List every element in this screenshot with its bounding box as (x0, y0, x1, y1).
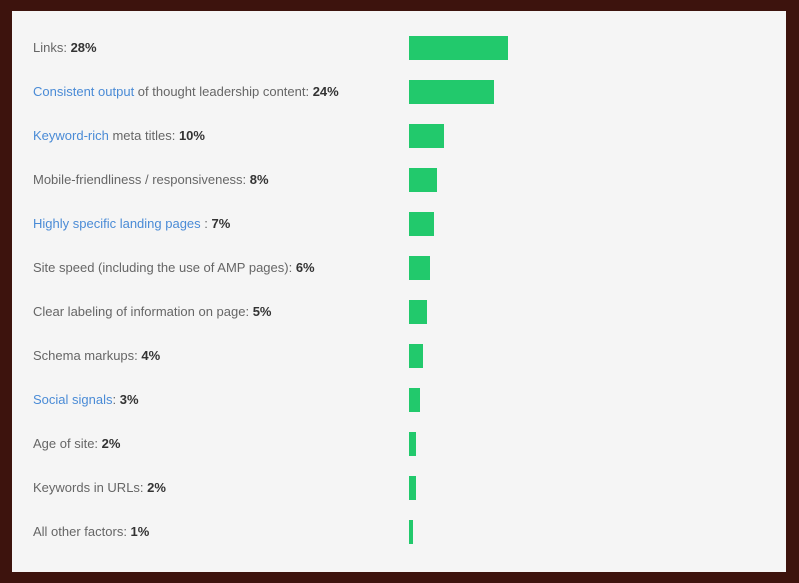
chart-row: Site speed (including the use of AMP pag… (12, 246, 786, 290)
category-label: Age of site: 2% (33, 422, 120, 466)
bar (409, 168, 437, 192)
category-label: Consistent output of thought leadership … (33, 70, 339, 114)
chart-row: Highly specific landing pages : 7% (12, 202, 786, 246)
category-label: Social signals: 3% (33, 378, 139, 422)
category-label: All other factors: 1% (33, 510, 149, 554)
bar (409, 432, 416, 456)
chart-panel: Links: 28% Consistent output of thought l… (12, 11, 786, 572)
category-link[interactable]: Highly specific landing pages (33, 216, 201, 231)
chart-row: Consistent output of thought leadership … (12, 70, 786, 114)
chart-row: Links: 28% (12, 26, 786, 70)
chart-row: Clear labeling of information on page: 5… (12, 290, 786, 334)
category-label: Keyword-rich meta titles: 10% (33, 114, 205, 158)
percent-label: 8% (249, 172, 269, 187)
category-text: Schema markups: (33, 348, 142, 363)
chart-row: Keywords in URLs: 2% (12, 466, 786, 510)
category-label: Schema markups: 4% (33, 334, 160, 378)
percent-label: 28% (70, 40, 97, 55)
category-text: of thought leadership content: (134, 84, 313, 99)
bar (409, 256, 430, 280)
percent-label: 1% (130, 524, 150, 539)
bar (409, 476, 416, 500)
category-link[interactable]: Keyword-rich (33, 128, 109, 143)
bar (409, 344, 423, 368)
percent-label: 10% (178, 128, 205, 143)
bar (409, 124, 444, 148)
chart-row: Mobile-friendliness / responsiveness: 8% (12, 158, 786, 202)
percent-label: 2% (101, 436, 121, 451)
category-label: Clear labeling of information on page: 5… (33, 290, 272, 334)
percent-label: 4% (141, 348, 161, 363)
category-text: meta titles: (108, 128, 179, 143)
chart-row: Schema markups: 4% (12, 334, 786, 378)
bar (409, 388, 420, 412)
category-text: Mobile-friendliness / responsiveness: (33, 172, 250, 187)
category-text: Site speed (including the use of AMP pag… (33, 260, 296, 275)
bar (409, 520, 413, 544)
bar (409, 36, 508, 60)
category-text: Clear labeling of information on page: (33, 304, 253, 319)
bar-chart: Links: 28% Consistent output of thought l… (12, 26, 786, 554)
category-label: Site speed (including the use of AMP pag… (33, 246, 315, 290)
chart-row: Keyword-rich meta titles: 10% (12, 114, 786, 158)
category-label: Highly specific landing pages : 7% (33, 202, 230, 246)
percent-label: 6% (295, 260, 315, 275)
chart-row: Age of site: 2% (12, 422, 786, 466)
category-text: : (112, 392, 120, 407)
bar (409, 300, 427, 324)
chart-row: Social signals: 3% (12, 378, 786, 422)
bar (409, 212, 434, 236)
category-label: Links: 28% (33, 26, 97, 70)
category-text: Keywords in URLs: (33, 480, 148, 495)
bar (409, 80, 494, 104)
category-link[interactable]: Social signals (33, 392, 113, 407)
percent-label: 2% (147, 480, 166, 495)
category-label: Mobile-friendliness / responsiveness: 8% (33, 158, 269, 202)
category-link[interactable]: Consistent output (33, 84, 135, 99)
percent-label: 7% (211, 216, 231, 231)
percent-label: 24% (312, 84, 339, 99)
category-text: Links: (33, 40, 71, 55)
chart-row: All other factors: 1% (12, 510, 786, 554)
percent-label: 3% (119, 392, 139, 407)
category-text: Age of site: (33, 436, 102, 451)
category-label: Keywords in URLs: 2% (33, 466, 166, 510)
category-text: All other factors: (33, 524, 131, 539)
category-text: : (200, 216, 212, 231)
percent-label: 5% (252, 304, 272, 319)
